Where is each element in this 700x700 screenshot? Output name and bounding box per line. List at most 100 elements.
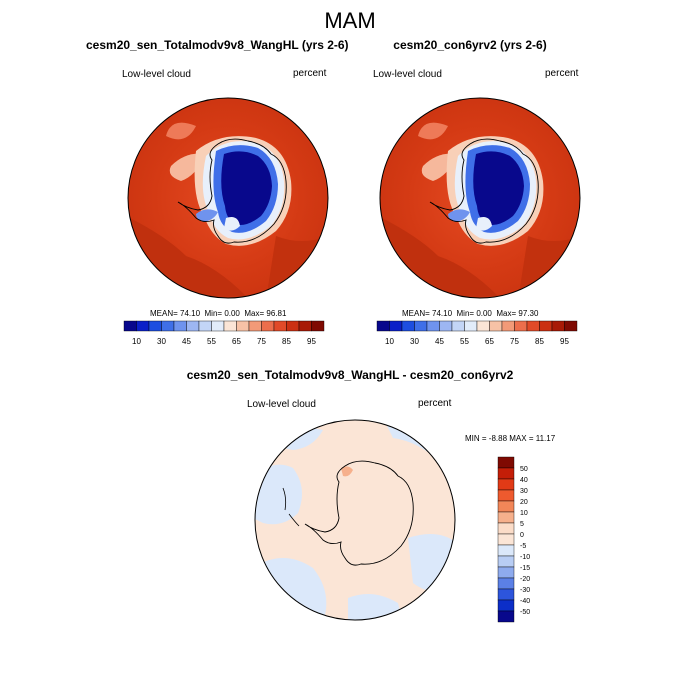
- diff-colorbar-box-14: [497, 610, 515, 623]
- panel-2-colorbar-box-7: [464, 320, 478, 332]
- panel-2-colorbar-box-8: [476, 320, 490, 332]
- panel-2-colorbar-box-3: [414, 320, 428, 332]
- panel-2-colorbar-box-13: [539, 320, 553, 332]
- panel-1-antarctic-interior: [221, 151, 272, 225]
- diff-panel-units-label: percent: [418, 398, 452, 409]
- panel-2-mean-label: MEAN=: [402, 309, 430, 318]
- diff-panel-variable-label: Low-level cloud: [247, 399, 316, 410]
- panel-1-max-label: Max=: [244, 309, 265, 318]
- panel-1-max-value: 96.81: [266, 309, 287, 318]
- diff-colorbar-tick-label: -20: [520, 576, 530, 583]
- diff-map-border: [254, 419, 456, 621]
- diff-coastline: [304, 460, 414, 566]
- diff-colorbar-tick-label: -5: [520, 543, 526, 550]
- diff-colorbar-box-3: [497, 489, 515, 502]
- panel-1-colorbar-box-5: [186, 320, 200, 332]
- panel-1-map: [127, 97, 329, 299]
- diff-colorbar-box-1: [497, 467, 515, 480]
- diff-panel-stats: MIN = -8.88 MAX = 11.17: [465, 434, 555, 443]
- panel-1-units-label: percent: [293, 68, 327, 79]
- panel-2-colorbar-box-5: [439, 320, 453, 332]
- panel-2-colorbar-tick-label: 55: [460, 337, 469, 346]
- diff-colorbar-tick-label: 20: [520, 499, 528, 506]
- panel-2-coastline: [429, 138, 539, 244]
- panel-2-colorbar-box-0: [376, 320, 390, 332]
- panel-1-colorbar-box-6: [198, 320, 212, 332]
- panel-2-colorbar-tick-label: 95: [560, 337, 569, 346]
- panel-1-map-border: [127, 97, 329, 299]
- panel-1-colorbar-tick-label: 75: [257, 337, 266, 346]
- panel-1-title: cesm20_sen_Totalmodv9v8_WangHL (yrs 2-6): [86, 38, 349, 52]
- panel-1-colorbar-tick-label: 55: [207, 337, 216, 346]
- panel-2-map: [379, 97, 581, 299]
- diff-colorbar-tick-label: -50: [520, 609, 530, 616]
- diff-colorbar-box-5: [497, 511, 515, 524]
- panel-2-colorbar-tick-label: 65: [485, 337, 494, 346]
- diff-negative-area-1: [255, 464, 302, 525]
- diff-colorbar-box-12: [497, 588, 515, 601]
- panel-1-colorbar-tick-label: 65: [232, 337, 241, 346]
- panel-1-colorbar-box-2: [148, 320, 162, 332]
- panel-2-title: cesm20_con6yrv2 (yrs 2-6): [393, 38, 547, 52]
- diff-colorbar-tick-label: -15: [520, 565, 530, 572]
- diff-positive-patch: [341, 466, 353, 477]
- diff-colorbar-tick-label: 0: [520, 532, 524, 539]
- panel-1-colorbar-box-7: [211, 320, 225, 332]
- diff-colorbar-tick-label: -40: [520, 598, 530, 605]
- panel-2-colorbar-box-10: [501, 320, 515, 332]
- panel-2-colorbar-box-1: [389, 320, 403, 332]
- panel-1-min-label: Min=: [204, 309, 223, 318]
- panel-1-coastline: [177, 138, 287, 244]
- panel-1-colorbar-box-8: [223, 320, 237, 332]
- panel-1-colorbar-tick-label: 45: [182, 337, 191, 346]
- panel-2-colorbar-tick-label: 30: [410, 337, 419, 346]
- diff-colorbar-tick-label: -10: [520, 554, 530, 561]
- panel-1-mean-label: MEAN=: [150, 309, 178, 318]
- diff-max-value: 11.17: [535, 434, 556, 443]
- panel-1-variable-label: Low-level cloud: [122, 69, 191, 80]
- diff-colorbar-box-10: [497, 566, 515, 579]
- panel-2-dark-region-2: [518, 236, 580, 298]
- panel-1-colorbar-tick-label: 95: [307, 337, 316, 346]
- panel-1-colorbar-box-12: [273, 320, 287, 332]
- panel-2-colorbar-box-15: [564, 320, 578, 332]
- panel-1-dark-region-2: [266, 236, 328, 298]
- panel-2-colorbar-box-9: [489, 320, 503, 332]
- panel-1-stats: MEAN= 74.10 Min= 0.00 Max= 96.81: [150, 309, 286, 318]
- panel-2-colorbar-tick-label: 75: [510, 337, 519, 346]
- diff-colorbar-box-6: [497, 522, 515, 535]
- panel-1-colorbar-tick-label: 85: [282, 337, 291, 346]
- panel-2-max-label: Max=: [496, 309, 517, 318]
- panel-1-colorbar-tick-label: 30: [157, 337, 166, 346]
- panel-1-colorbar-box-9: [236, 320, 250, 332]
- diff-colorbar-tick-label: 40: [520, 477, 528, 484]
- diff-colorbar-tick-label: 50: [520, 466, 528, 473]
- panel-1-colorbar-box-0: [123, 320, 137, 332]
- panel-2-colorbar-box-6: [451, 320, 465, 332]
- panel-1-colorbar-tick-label: 10: [132, 337, 141, 346]
- panel-2-min-label: Min=: [456, 309, 475, 318]
- diff-panel-title: cesm20_sen_Totalmodv9v8_WangHL - cesm20_…: [186, 368, 514, 382]
- panel-1-colorbar-box-15: [311, 320, 325, 332]
- diff-min-value: -8.88: [488, 434, 508, 443]
- diff-panel-map: [254, 419, 456, 621]
- diff-colorbar-box-11: [497, 577, 515, 590]
- diff-colorbar-tick-label: 10: [520, 510, 528, 517]
- diff-colorbar-box-8: [497, 544, 515, 557]
- panel-2-mean-value: 74.10: [432, 309, 453, 318]
- panel-2-colorbar-tick-label: 45: [435, 337, 444, 346]
- panel-2-light-patch: [418, 122, 448, 140]
- panel-2-map-border: [379, 97, 581, 299]
- panel-2-colorbar-tick-label: 85: [535, 337, 544, 346]
- panel-1-colorbar: 10 30 45 55 65 75 85 95: [123, 320, 325, 346]
- diff-colorbar-tick-label: -30: [520, 587, 530, 594]
- panel-1-mean-value: 74.10: [180, 309, 201, 318]
- diff-colorbar-tick-label: 30: [520, 488, 528, 495]
- diff-colorbar-box-13: [497, 599, 515, 612]
- panel-2-colorbar: 10 30 45 55 65 75 85 95: [376, 320, 578, 346]
- panel-1-colorbar-box-4: [173, 320, 187, 332]
- panel-2-min-value: 0.00: [476, 309, 492, 318]
- diff-colorbar-tick-label: 5: [520, 521, 524, 528]
- figure-title: MAM: [324, 8, 376, 33]
